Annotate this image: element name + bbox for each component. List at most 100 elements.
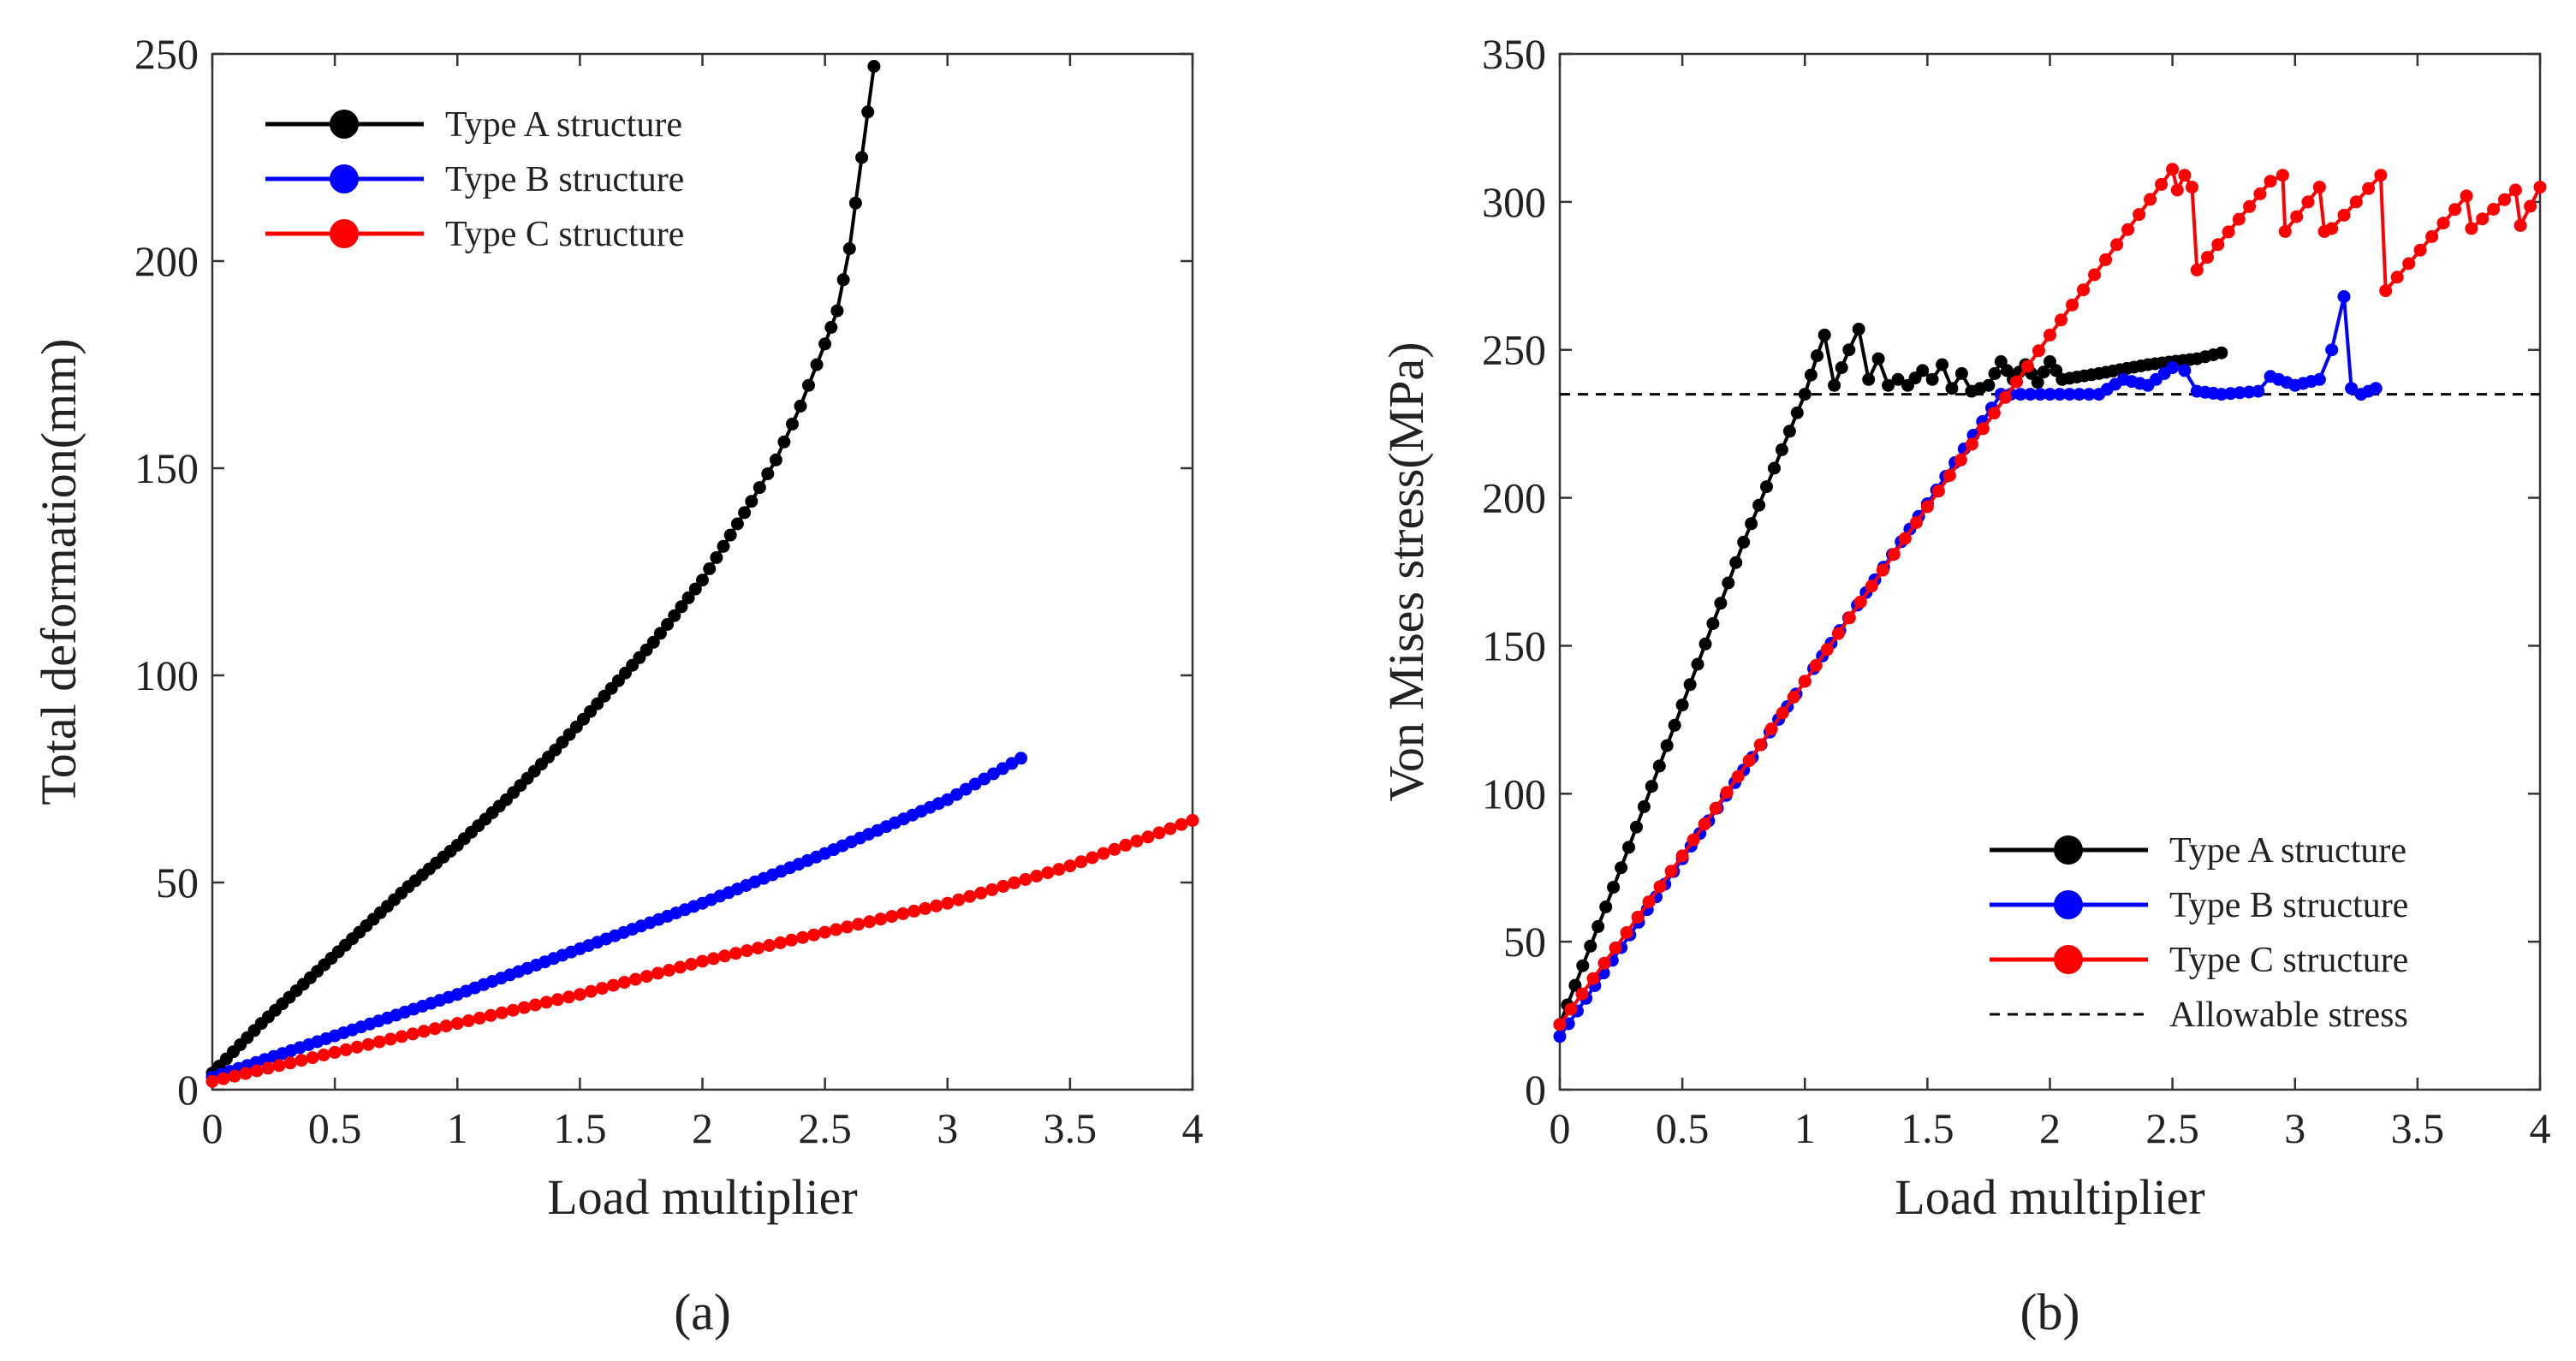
- data-point: [718, 949, 731, 963]
- data-point: [517, 1001, 531, 1014]
- data-point: [1691, 657, 1704, 671]
- data-point: [941, 896, 955, 910]
- x-tick-label: 4: [1182, 1104, 1204, 1152]
- data-point: [1804, 368, 1817, 382]
- series-line: [1558, 324, 2222, 1025]
- data-point: [1706, 617, 1720, 630]
- data-point: [2362, 181, 2376, 195]
- data-point: [617, 976, 631, 990]
- data-point: [428, 1022, 442, 1036]
- data-point: [1798, 388, 1812, 401]
- data-point: [2312, 181, 2326, 194]
- data-point: [1798, 675, 1812, 688]
- y-tick-label: 100: [134, 651, 199, 699]
- data-point: [2243, 199, 2257, 213]
- data-point: [1999, 390, 2012, 404]
- data-point: [653, 627, 667, 640]
- data-point: [1645, 780, 1658, 793]
- x-tick-label: 1: [1794, 1104, 1816, 1152]
- data-point: [261, 1061, 275, 1075]
- data-point: [1936, 358, 1949, 371]
- data-point: [1709, 801, 1722, 815]
- data-point: [2024, 388, 2038, 401]
- data-point: [528, 998, 542, 1012]
- data-point: [1898, 532, 1912, 545]
- data-point: [1809, 658, 1823, 672]
- data-point: [2201, 251, 2214, 264]
- data-point: [661, 618, 675, 631]
- data-point: [2031, 376, 2044, 389]
- data-point: [907, 904, 921, 918]
- data-point: [663, 964, 675, 977]
- data-point: [1764, 722, 1778, 735]
- legend-swatch-marker: [330, 110, 359, 139]
- data-point: [1668, 718, 1681, 732]
- data-point: [495, 1006, 509, 1019]
- data-point: [1742, 754, 1756, 768]
- data-point: [2121, 223, 2135, 236]
- data-point: [2073, 388, 2086, 401]
- data-point: [339, 1043, 353, 1056]
- data-point: [668, 609, 681, 622]
- x-tick-label: 3: [937, 1104, 958, 1152]
- data-point: [294, 1054, 308, 1067]
- data-point: [1615, 861, 1628, 875]
- x-tick-label: 2: [692, 1104, 713, 1152]
- data-point: [1019, 873, 1032, 886]
- data-point: [786, 417, 799, 431]
- series-line: [1558, 296, 2377, 1037]
- series-type-b-structure: [1553, 290, 2383, 1043]
- data-point: [867, 60, 881, 73]
- data-point: [2062, 388, 2076, 401]
- data-point: [688, 582, 702, 596]
- x-tick-label: 1.5: [1901, 1104, 1954, 1152]
- data-point: [952, 893, 966, 906]
- data-point: [2264, 175, 2277, 188]
- data-point: [2524, 199, 2537, 213]
- legend-entry: Type A structure: [1990, 831, 2406, 871]
- data-point: [1631, 911, 1645, 924]
- legend-swatch-marker: [330, 219, 359, 248]
- data-point: [2166, 163, 2180, 176]
- x-tick-label: 1.5: [553, 1104, 607, 1152]
- series-type-a-structure: [1553, 323, 2228, 1031]
- data-point: [710, 550, 723, 564]
- data-point: [785, 933, 799, 947]
- data-point: [802, 378, 815, 392]
- plot-frame: [1558, 52, 2542, 1091]
- data-point: [841, 920, 854, 934]
- y-tick-label: 0: [177, 1066, 199, 1114]
- data-point: [2044, 328, 2056, 342]
- data-point: [1752, 498, 1766, 512]
- data-point: [777, 435, 791, 449]
- data-point: [417, 1025, 431, 1038]
- data-point: [1965, 437, 1978, 451]
- data-point: [930, 899, 943, 912]
- data-point: [205, 1074, 219, 1088]
- legend-entry: Type C structure: [265, 215, 684, 254]
- data-point: [2402, 257, 2416, 270]
- data-point: [745, 495, 759, 508]
- data-point: [1831, 627, 1845, 640]
- data-point: [2166, 361, 2180, 374]
- data-point: [2178, 169, 2192, 182]
- data-point: [2312, 372, 2326, 386]
- data-point: [539, 995, 553, 1009]
- data-point: [963, 889, 977, 903]
- legend-entry: Type A structure: [265, 105, 682, 145]
- data-point: [1620, 926, 1633, 939]
- chart-panel-b: 0 0.5 1 1.5 2 2.5 3 3.5 4 0 50 100 150 200 250 300 350 Lo…: [1378, 30, 2551, 1340]
- data-point: [1954, 366, 1968, 380]
- x-axis-label: Load multiplier: [1895, 1169, 2204, 1225]
- data-point: [350, 1040, 364, 1054]
- data-point: [752, 942, 765, 955]
- data-point: [1652, 759, 1666, 773]
- data-point: [1642, 895, 1656, 909]
- series-type-c-structure: [205, 813, 1199, 1088]
- data-point: [1664, 865, 1678, 878]
- data-point: [2190, 263, 2204, 276]
- data-point: [1675, 849, 1689, 863]
- data-point: [1130, 835, 1144, 848]
- data-point: [2066, 298, 2079, 312]
- data-point: [1714, 597, 1728, 610]
